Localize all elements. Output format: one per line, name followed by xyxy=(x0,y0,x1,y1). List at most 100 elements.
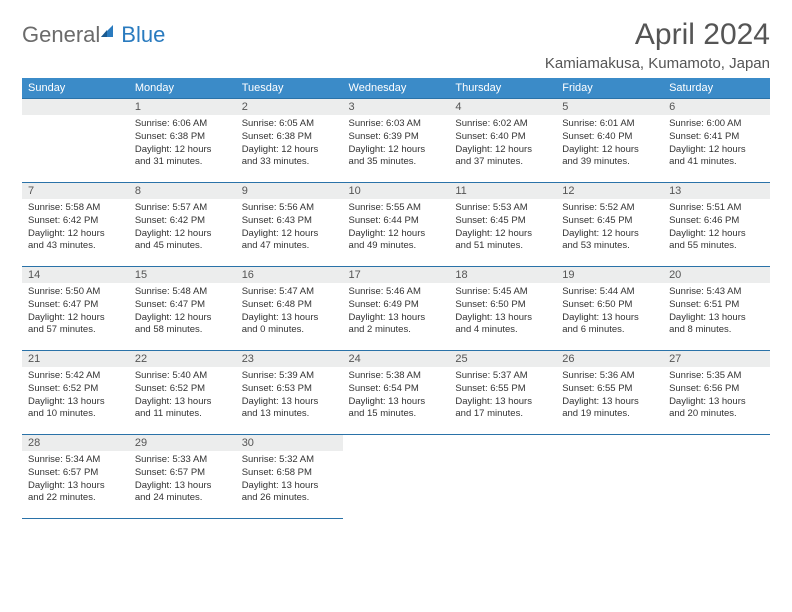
calendar-cell: 1Sunrise: 6:06 AMSunset: 6:38 PMDaylight… xyxy=(129,99,236,183)
calendar-cell: 12Sunrise: 5:52 AMSunset: 6:45 PMDayligh… xyxy=(556,183,663,267)
day-number: 14 xyxy=(22,267,129,283)
day-number: 22 xyxy=(129,351,236,367)
calendar-cell-empty xyxy=(556,435,663,519)
calendar-cell: 13Sunrise: 5:51 AMSunset: 6:46 PMDayligh… xyxy=(663,183,770,267)
day-details: Sunrise: 5:53 AMSunset: 6:45 PMDaylight:… xyxy=(449,199,556,257)
day-number-empty xyxy=(22,99,129,115)
calendar-cell: 2Sunrise: 6:05 AMSunset: 6:38 PMDaylight… xyxy=(236,99,343,183)
calendar-row: 14Sunrise: 5:50 AMSunset: 6:47 PMDayligh… xyxy=(22,267,770,351)
calendar-row: 1Sunrise: 6:06 AMSunset: 6:38 PMDaylight… xyxy=(22,99,770,183)
calendar-cell: 26Sunrise: 5:36 AMSunset: 6:55 PMDayligh… xyxy=(556,351,663,435)
day-details: Sunrise: 5:42 AMSunset: 6:52 PMDaylight:… xyxy=(22,367,129,425)
weekday-header: Wednesday xyxy=(343,78,450,99)
day-details: Sunrise: 5:33 AMSunset: 6:57 PMDaylight:… xyxy=(129,451,236,509)
location-text: Kamiamakusa, Kumamoto, Japan xyxy=(545,55,770,72)
day-number: 21 xyxy=(22,351,129,367)
calendar-cell: 8Sunrise: 5:57 AMSunset: 6:42 PMDaylight… xyxy=(129,183,236,267)
day-details: Sunrise: 5:32 AMSunset: 6:58 PMDaylight:… xyxy=(236,451,343,509)
day-number: 5 xyxy=(556,99,663,115)
calendar-head: SundayMondayTuesdayWednesdayThursdayFrid… xyxy=(22,78,770,99)
day-number: 29 xyxy=(129,435,236,451)
calendar-cell: 3Sunrise: 6:03 AMSunset: 6:39 PMDaylight… xyxy=(343,99,450,183)
calendar-cell: 27Sunrise: 5:35 AMSunset: 6:56 PMDayligh… xyxy=(663,351,770,435)
day-details: Sunrise: 6:02 AMSunset: 6:40 PMDaylight:… xyxy=(449,115,556,173)
day-details: Sunrise: 5:37 AMSunset: 6:55 PMDaylight:… xyxy=(449,367,556,425)
calendar-cell: 29Sunrise: 5:33 AMSunset: 6:57 PMDayligh… xyxy=(129,435,236,519)
calendar-cell: 18Sunrise: 5:45 AMSunset: 6:50 PMDayligh… xyxy=(449,267,556,351)
day-details: Sunrise: 6:05 AMSunset: 6:38 PMDaylight:… xyxy=(236,115,343,173)
day-number: 19 xyxy=(556,267,663,283)
day-details: Sunrise: 5:58 AMSunset: 6:42 PMDaylight:… xyxy=(22,199,129,257)
day-number: 30 xyxy=(236,435,343,451)
brand-logo: General Blue xyxy=(22,22,165,48)
day-number: 27 xyxy=(663,351,770,367)
day-details: Sunrise: 5:35 AMSunset: 6:56 PMDaylight:… xyxy=(663,367,770,425)
calendar-cell: 9Sunrise: 5:56 AMSunset: 6:43 PMDaylight… xyxy=(236,183,343,267)
calendar-cell: 6Sunrise: 6:00 AMSunset: 6:41 PMDaylight… xyxy=(663,99,770,183)
weekday-header: Tuesday xyxy=(236,78,343,99)
calendar-row: 7Sunrise: 5:58 AMSunset: 6:42 PMDaylight… xyxy=(22,183,770,267)
calendar-cell: 7Sunrise: 5:58 AMSunset: 6:42 PMDaylight… xyxy=(22,183,129,267)
day-number: 15 xyxy=(129,267,236,283)
brand-sail-icon xyxy=(99,23,119,39)
calendar-cell: 24Sunrise: 5:38 AMSunset: 6:54 PMDayligh… xyxy=(343,351,450,435)
calendar-cell: 15Sunrise: 5:48 AMSunset: 6:47 PMDayligh… xyxy=(129,267,236,351)
calendar-cell: 19Sunrise: 5:44 AMSunset: 6:50 PMDayligh… xyxy=(556,267,663,351)
weekday-header: Saturday xyxy=(663,78,770,99)
day-number: 17 xyxy=(343,267,450,283)
day-details: Sunrise: 5:48 AMSunset: 6:47 PMDaylight:… xyxy=(129,283,236,341)
day-details: Sunrise: 5:50 AMSunset: 6:47 PMDaylight:… xyxy=(22,283,129,341)
calendar-cell: 28Sunrise: 5:34 AMSunset: 6:57 PMDayligh… xyxy=(22,435,129,519)
day-number: 11 xyxy=(449,183,556,199)
day-details: Sunrise: 5:40 AMSunset: 6:52 PMDaylight:… xyxy=(129,367,236,425)
calendar-cell: 17Sunrise: 5:46 AMSunset: 6:49 PMDayligh… xyxy=(343,267,450,351)
day-details: Sunrise: 5:43 AMSunset: 6:51 PMDaylight:… xyxy=(663,283,770,341)
day-details: Sunrise: 5:51 AMSunset: 6:46 PMDaylight:… xyxy=(663,199,770,257)
day-details: Sunrise: 5:52 AMSunset: 6:45 PMDaylight:… xyxy=(556,199,663,257)
calendar-cell: 10Sunrise: 5:55 AMSunset: 6:44 PMDayligh… xyxy=(343,183,450,267)
day-number: 4 xyxy=(449,99,556,115)
day-details: Sunrise: 5:34 AMSunset: 6:57 PMDaylight:… xyxy=(22,451,129,509)
calendar-cell: 4Sunrise: 6:02 AMSunset: 6:40 PMDaylight… xyxy=(449,99,556,183)
day-details: Sunrise: 5:45 AMSunset: 6:50 PMDaylight:… xyxy=(449,283,556,341)
calendar-page: General Blue April 2024 Kamiamakusa, Kum… xyxy=(0,0,792,612)
day-number: 28 xyxy=(22,435,129,451)
day-number: 24 xyxy=(343,351,450,367)
day-details: Sunrise: 6:03 AMSunset: 6:39 PMDaylight:… xyxy=(343,115,450,173)
day-number: 2 xyxy=(236,99,343,115)
calendar-cell: 23Sunrise: 5:39 AMSunset: 6:53 PMDayligh… xyxy=(236,351,343,435)
day-number: 25 xyxy=(449,351,556,367)
calendar-cell: 16Sunrise: 5:47 AMSunset: 6:48 PMDayligh… xyxy=(236,267,343,351)
day-number: 8 xyxy=(129,183,236,199)
day-details: Sunrise: 5:47 AMSunset: 6:48 PMDaylight:… xyxy=(236,283,343,341)
day-number: 7 xyxy=(22,183,129,199)
day-number: 23 xyxy=(236,351,343,367)
day-number: 9 xyxy=(236,183,343,199)
day-details: Sunrise: 6:00 AMSunset: 6:41 PMDaylight:… xyxy=(663,115,770,173)
weekday-header: Sunday xyxy=(22,78,129,99)
page-header: General Blue April 2024 Kamiamakusa, Kum… xyxy=(22,18,770,72)
day-details: Sunrise: 6:06 AMSunset: 6:38 PMDaylight:… xyxy=(129,115,236,173)
calendar-cell-empty xyxy=(22,99,129,183)
day-details: Sunrise: 5:39 AMSunset: 6:53 PMDaylight:… xyxy=(236,367,343,425)
calendar-cell-empty xyxy=(663,435,770,519)
day-details: Sunrise: 5:38 AMSunset: 6:54 PMDaylight:… xyxy=(343,367,450,425)
weekday-header: Thursday xyxy=(449,78,556,99)
day-number: 20 xyxy=(663,267,770,283)
day-number: 6 xyxy=(663,99,770,115)
calendar-row: 21Sunrise: 5:42 AMSunset: 6:52 PMDayligh… xyxy=(22,351,770,435)
weekday-header: Friday xyxy=(556,78,663,99)
calendar-cell-empty xyxy=(449,435,556,519)
day-details: Sunrise: 5:56 AMSunset: 6:43 PMDaylight:… xyxy=(236,199,343,257)
calendar-cell: 21Sunrise: 5:42 AMSunset: 6:52 PMDayligh… xyxy=(22,351,129,435)
day-number: 12 xyxy=(556,183,663,199)
calendar-cell: 30Sunrise: 5:32 AMSunset: 6:58 PMDayligh… xyxy=(236,435,343,519)
calendar-row: 28Sunrise: 5:34 AMSunset: 6:57 PMDayligh… xyxy=(22,435,770,519)
day-number: 16 xyxy=(236,267,343,283)
month-title: April 2024 xyxy=(545,18,770,51)
day-details: Sunrise: 5:36 AMSunset: 6:55 PMDaylight:… xyxy=(556,367,663,425)
brand-text-general: General xyxy=(22,22,100,48)
day-details: Sunrise: 6:01 AMSunset: 6:40 PMDaylight:… xyxy=(556,115,663,173)
day-number: 10 xyxy=(343,183,450,199)
day-number: 18 xyxy=(449,267,556,283)
